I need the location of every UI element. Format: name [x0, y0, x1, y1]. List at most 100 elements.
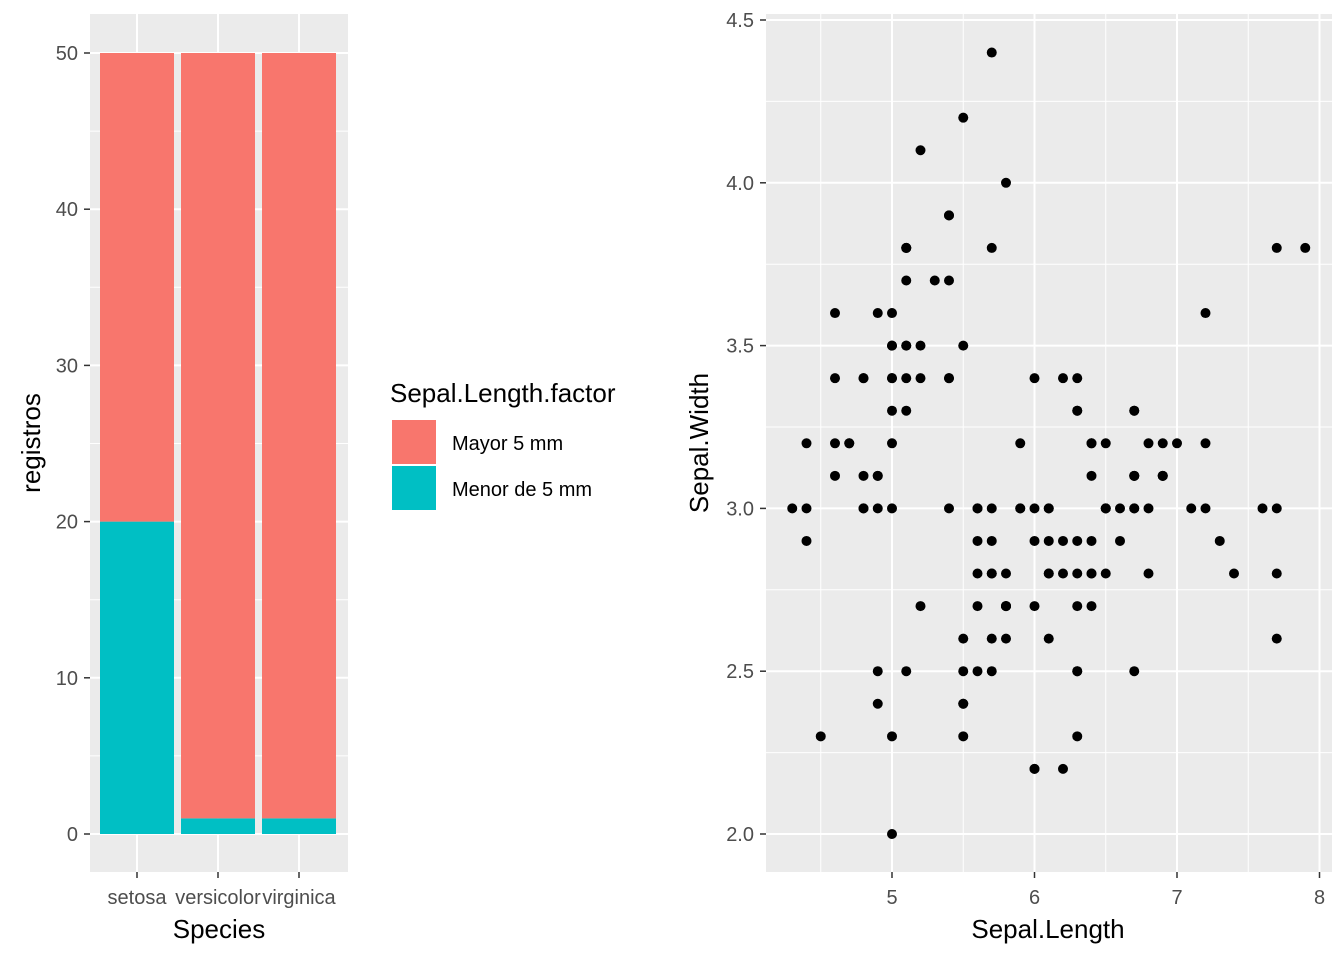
bar-x-ticks: setosa versicolor virginica [108, 872, 337, 909]
scatter-point [1200, 438, 1211, 449]
scatter-point [1029, 763, 1040, 774]
scatter-point [1072, 666, 1083, 677]
scatter-point [1100, 438, 1111, 449]
scatter-chart-panel: 2.0 2.5 3.0 3.5 4.0 4.5 5 6 7 8 Sepal.Length Sep… [684, 10, 1332, 944]
scatter-x-tick-label: 5 [886, 887, 897, 909]
bar-menor-virginica [262, 818, 336, 834]
bar-y-ticks: 0 10 20 30 40 50 [56, 43, 90, 846]
scatter-point [1043, 568, 1054, 579]
bar-y-tick-label: 0 [67, 824, 78, 846]
bar-mayor-setosa [100, 53, 174, 522]
scatter-y-tick-label: 4.0 [726, 173, 754, 195]
scatter-point [1043, 633, 1054, 644]
scatter-y-tick-label: 2.5 [726, 661, 754, 683]
scatter-point [830, 373, 840, 384]
scatter-point [1115, 503, 1125, 514]
scatter-point [1029, 373, 1040, 384]
scatter-points [787, 47, 1311, 839]
scatter-point [1157, 470, 1168, 481]
scatter-point [801, 438, 812, 449]
scatter-point [1200, 308, 1211, 319]
scatter-point [1100, 568, 1111, 579]
scatter-point [1257, 503, 1268, 514]
scatter-point [1143, 438, 1154, 449]
scatter-point [958, 731, 969, 742]
scatter-point [1072, 568, 1083, 579]
legend-label-menor: Menor de 5 mm [452, 479, 592, 501]
legend-title: Sepal.Length.factor [390, 378, 616, 408]
scatter-point [1015, 438, 1026, 449]
scatter-gridlines [766, 14, 1332, 872]
scatter-point [972, 568, 983, 579]
scatter-point [986, 503, 997, 514]
scatter-point [844, 438, 855, 449]
scatter-point [986, 633, 997, 644]
scatter-point [986, 568, 997, 579]
scatter-x-tick-label: 7 [1171, 887, 1182, 909]
scatter-point [1086, 568, 1097, 579]
bar-menor-versicolor [181, 818, 255, 834]
bar-menor-setosa [100, 521, 174, 834]
scatter-point [958, 340, 969, 351]
scatter-point [1058, 373, 1068, 384]
bar-y-tick-label: 20 [56, 512, 78, 534]
bar-x-axis-title: Species [173, 914, 266, 944]
scatter-point [1058, 535, 1068, 546]
scatter-point [1271, 568, 1282, 579]
bar-y-tick-label: 50 [56, 43, 78, 65]
scatter-point [901, 340, 912, 351]
scatter-point [1015, 503, 1026, 514]
bar-x-tick-label: virginica [262, 887, 336, 909]
scatter-point [872, 308, 883, 319]
scatter-point [872, 666, 883, 677]
scatter-point [901, 373, 912, 384]
scatter-point [1043, 503, 1054, 514]
scatter-point [872, 470, 883, 481]
scatter-point [986, 666, 997, 677]
scatter-point [887, 340, 897, 351]
scatter-point [1129, 405, 1140, 416]
bar-mayor-virginica [262, 53, 336, 819]
scatter-point [901, 242, 912, 253]
scatter-point [1072, 535, 1083, 546]
scatter-point [901, 405, 912, 416]
scatter-point [1100, 503, 1111, 514]
scatter-point [972, 503, 983, 514]
scatter-point [944, 373, 954, 384]
scatter-point [887, 373, 897, 384]
scatter-point [944, 275, 954, 286]
scatter-y-axis-title: Sepal.Width [684, 373, 714, 513]
scatter-point [1072, 601, 1083, 612]
legend-label-mayor: Mayor 5 mm [452, 433, 563, 455]
scatter-point [787, 503, 798, 514]
bar-y-tick-label: 10 [56, 668, 78, 690]
scatter-point [1072, 405, 1083, 416]
scatter-point [972, 666, 983, 677]
scatter-y-tick-label: 3.0 [726, 498, 754, 520]
scatter-point [1229, 568, 1239, 579]
scatter-point [830, 308, 840, 319]
scatter-point [1086, 470, 1097, 481]
scatter-point [915, 601, 926, 612]
scatter-point [986, 242, 997, 253]
scatter-point [815, 731, 826, 742]
scatter-point [1001, 568, 1011, 579]
scatter-point [1143, 503, 1154, 514]
scatter-point [858, 503, 869, 514]
scatter-panel-background [766, 14, 1332, 872]
scatter-point [887, 731, 897, 742]
scatter-point [1058, 568, 1068, 579]
scatter-point [858, 373, 869, 384]
scatter-point [887, 829, 897, 839]
scatter-point [1029, 503, 1040, 514]
scatter-point [887, 405, 897, 416]
scatter-point [901, 275, 912, 286]
bar-y-axis-title: registros [16, 393, 46, 493]
legend-key-mayor [392, 420, 436, 464]
bar-y-tick-label: 40 [56, 199, 78, 221]
scatter-point [1271, 633, 1282, 644]
bar-y-tick-label: 30 [56, 355, 78, 377]
scatter-x-axis-title: Sepal.Length [971, 914, 1124, 944]
scatter-point [1157, 438, 1168, 449]
